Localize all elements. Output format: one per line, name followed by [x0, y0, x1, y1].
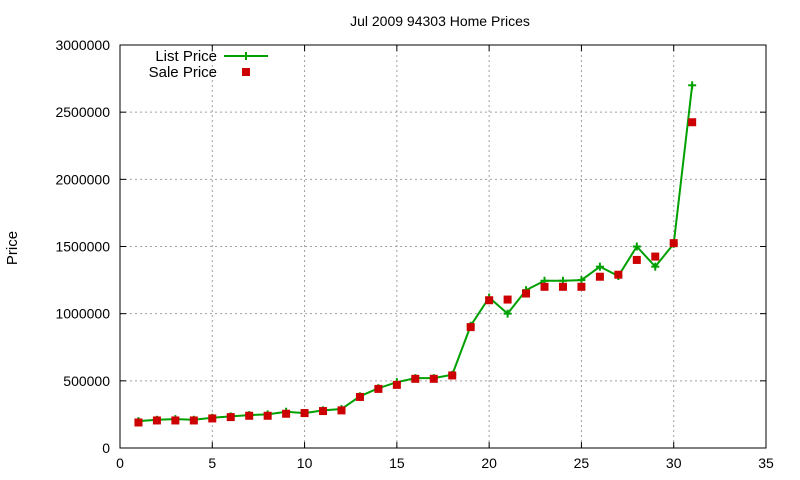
x-tick-label: 0 [116, 455, 124, 471]
y-tick-label: 1000000 [55, 306, 110, 322]
tick-labels: 0 5 10 15 20 25 30 35 0 500000 1000000 1500000 20000… [55, 37, 774, 471]
legend: List Price Sale Price [149, 48, 268, 81]
sale-price-point [319, 407, 328, 416]
sale-price-point [226, 413, 235, 422]
sale-price-point [282, 409, 291, 418]
sale-price-point [429, 374, 438, 383]
list-price-point [577, 276, 586, 285]
sale-price-point [189, 416, 198, 425]
legend-label-sale-price: Sale Price [149, 64, 217, 81]
sale-price-point [466, 323, 475, 332]
sale-price-point [374, 384, 383, 393]
x-tick-label: 10 [297, 455, 313, 471]
y-tick-label: 3000000 [55, 37, 110, 53]
y-axis-title: Price [4, 231, 21, 265]
legend-swatch-sale-price [242, 68, 250, 76]
legend-swatch-list-price [224, 52, 268, 60]
legend-label-list-price: List Price [155, 48, 217, 65]
plot-frame [119, 44, 767, 449]
list-price-point [688, 81, 697, 90]
sale-price-point [485, 296, 494, 305]
sale-price-point [171, 416, 180, 425]
sale-price-point [411, 374, 420, 383]
sale-price-point [300, 409, 309, 418]
sale-price-point [558, 282, 567, 291]
x-tick-label: 25 [574, 455, 590, 471]
x-tick-label: 5 [208, 455, 216, 471]
sale-price-point [614, 270, 623, 279]
chart-title: Jul 2009 94303 Home Prices [350, 13, 530, 29]
sale-price-point [263, 411, 272, 420]
list-price-point [595, 262, 604, 271]
sale-price-point [503, 295, 512, 304]
y-tick-label: 0 [102, 440, 110, 456]
sale-price-point [632, 255, 641, 264]
sale-price-point [540, 282, 549, 291]
sale-price-point [355, 392, 364, 401]
list-price-point [632, 242, 641, 251]
x-tick-label: 15 [389, 455, 405, 471]
sale-price-point [688, 118, 697, 127]
legend-square-sale-price [242, 68, 250, 76]
sale-price-point [651, 252, 660, 261]
sale-price-point [152, 416, 161, 425]
y-tick-label: 1500000 [55, 239, 110, 255]
sale-price-point [337, 406, 346, 415]
list-price-point [503, 309, 512, 318]
sale-price-point [595, 272, 604, 281]
y-tick-label: 2500000 [55, 104, 110, 120]
y-tick-label: 500000 [63, 373, 110, 389]
x-tick-label: 30 [666, 455, 682, 471]
sale-price-point [392, 380, 401, 389]
sale-price-point [208, 414, 217, 423]
sale-price-point [448, 371, 457, 380]
sale-price-point [134, 418, 143, 427]
sale-price-point [245, 411, 254, 420]
sale-price-point [577, 282, 586, 291]
x-tick-label: 20 [481, 455, 497, 471]
y-tick-label: 2000000 [55, 171, 110, 187]
list-price-point [651, 262, 660, 271]
sale-price-point [522, 289, 531, 298]
sale-price-point [669, 239, 678, 248]
series [134, 81, 697, 427]
x-tick-label: 35 [758, 455, 774, 471]
